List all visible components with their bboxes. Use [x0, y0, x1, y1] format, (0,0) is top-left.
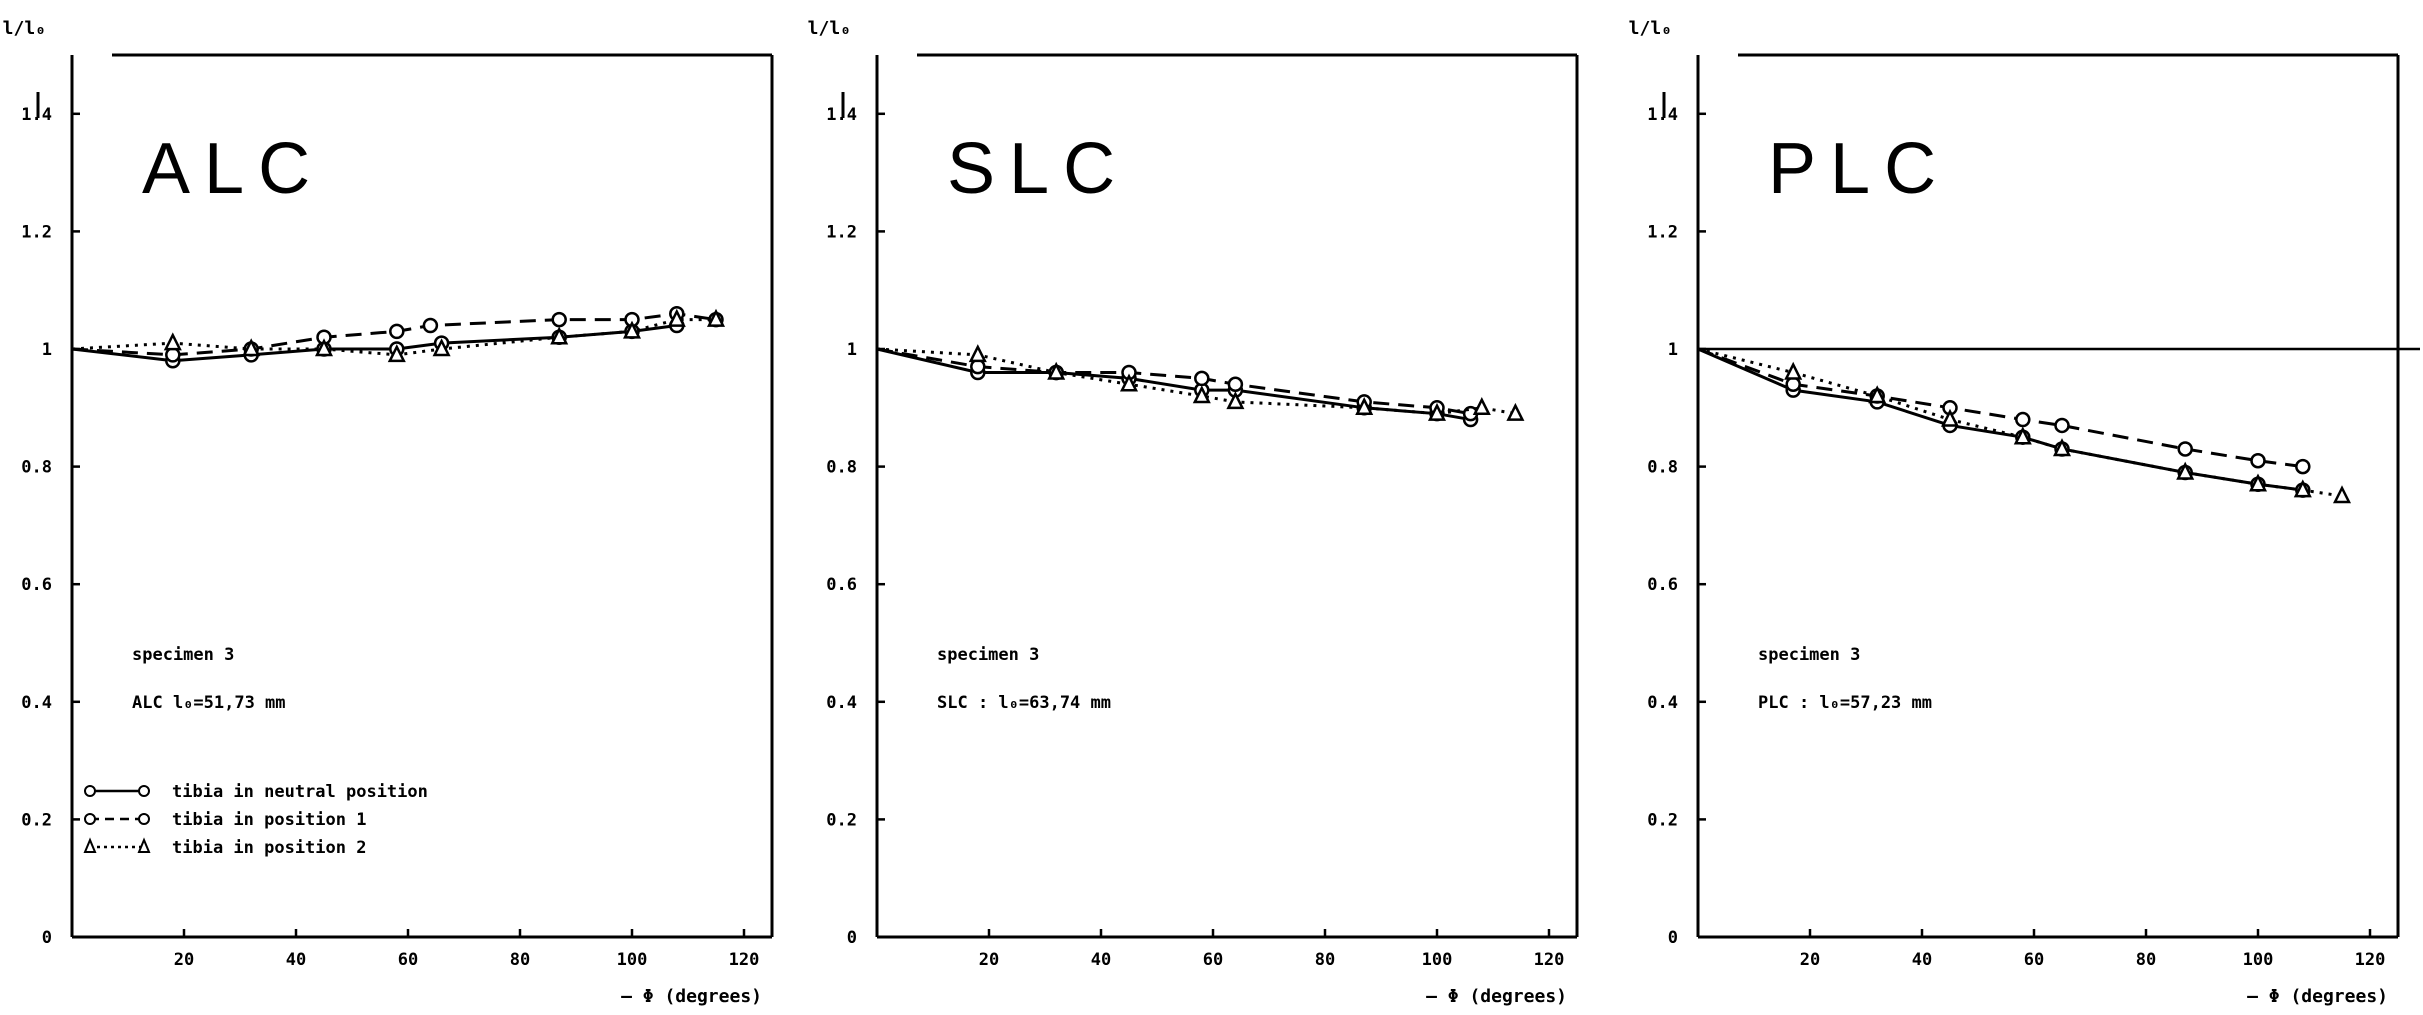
data-point-circle: [553, 313, 566, 326]
x-tick-label: 60: [2024, 950, 2044, 970]
panel-title: ALC: [142, 129, 324, 209]
x-tick-label: 20: [1800, 950, 1820, 970]
x-tick-label: 60: [398, 950, 418, 970]
y-tick-label: 1: [1668, 340, 1678, 360]
y-tick-label: 0.8: [1647, 458, 1678, 478]
y-tick-label: 1.2: [826, 222, 857, 242]
legend-label: tibia in neutral position: [172, 782, 428, 802]
x-tick-label: 100: [1422, 950, 1453, 970]
x-tick-label: 120: [729, 950, 760, 970]
x-tick-label: 120: [2355, 950, 2386, 970]
y-tick-label: 0.2: [21, 810, 52, 830]
x-tick-label: 120: [1534, 950, 1565, 970]
y-tick-label: 0: [847, 928, 857, 948]
x-tick-label: 40: [1091, 950, 1111, 970]
data-point-circle: [2252, 454, 2265, 467]
y-tick-label: 0.4: [21, 693, 52, 713]
y-tick-label: 0.4: [826, 693, 857, 713]
y-axis-label: l/l₀: [3, 18, 46, 39]
legend-marker: [85, 786, 95, 796]
x-tick-label: 80: [2136, 950, 2156, 970]
specimen-label: specimen 3: [132, 645, 234, 665]
x-axis-label: — Φ (degrees): [621, 986, 762, 1007]
y-tick-label: 0.6: [21, 575, 52, 595]
length-label: SLC : l₀=63,74 mm: [937, 693, 1111, 713]
x-tick-label: 20: [979, 950, 999, 970]
legend-label: tibia in position 2: [172, 838, 366, 858]
x-axis-label: — Φ (degrees): [2247, 986, 2388, 1007]
y-tick-label: 1.2: [21, 222, 52, 242]
x-tick-label: 80: [1315, 950, 1335, 970]
y-tick-label: 0: [1668, 928, 1678, 948]
y-tick-label: 0.2: [1647, 810, 1678, 830]
x-tick-label: 20: [174, 950, 194, 970]
data-point-circle: [1229, 378, 1242, 391]
y-tick-label: 0.6: [1647, 575, 1678, 595]
x-tick-label: 60: [1203, 950, 1223, 970]
data-point-circle: [2179, 442, 2192, 455]
y-tick-label: 1: [42, 340, 52, 360]
data-point-circle: [2016, 413, 2029, 426]
data-point-circle: [1195, 372, 1208, 385]
data-point-circle: [390, 325, 403, 338]
legend-marker: [139, 786, 149, 796]
legend-marker: [85, 814, 95, 824]
x-axis-label: — Φ (degrees): [1426, 986, 1567, 1007]
panel-title: SLC: [947, 129, 1129, 209]
legend-label: tibia in position 1: [172, 810, 366, 830]
y-tick-label: 0.4: [1647, 693, 1678, 713]
specimen-label: specimen 3: [937, 645, 1039, 665]
x-tick-label: 40: [1912, 950, 1932, 970]
y-tick-label: 1: [847, 340, 857, 360]
x-tick-label: 100: [617, 950, 648, 970]
y-tick-label: 0.6: [826, 575, 857, 595]
length-label: PLC : l₀=57,23 mm: [1758, 693, 1932, 713]
y-tick-label: 1.2: [1647, 222, 1678, 242]
length-label: ALC l₀=51,73 mm: [132, 693, 286, 713]
y-tick-label: 0.8: [21, 458, 52, 478]
legend-marker: [139, 814, 149, 824]
y-axis-label: l/l₀: [808, 18, 851, 39]
panel-title: PLC: [1768, 129, 1950, 209]
x-tick-label: 80: [510, 950, 530, 970]
x-tick-label: 40: [286, 950, 306, 970]
y-tick-label: 0.8: [826, 458, 857, 478]
y-axis-label: l/l₀: [1629, 18, 1672, 39]
data-point-circle: [2296, 460, 2309, 473]
y-tick-label: 0.2: [826, 810, 857, 830]
x-tick-label: 100: [2243, 950, 2274, 970]
data-point-circle: [2056, 419, 2069, 432]
specimen-label: specimen 3: [1758, 645, 1860, 665]
data-point-circle: [424, 319, 437, 332]
y-tick-label: 0: [42, 928, 52, 948]
